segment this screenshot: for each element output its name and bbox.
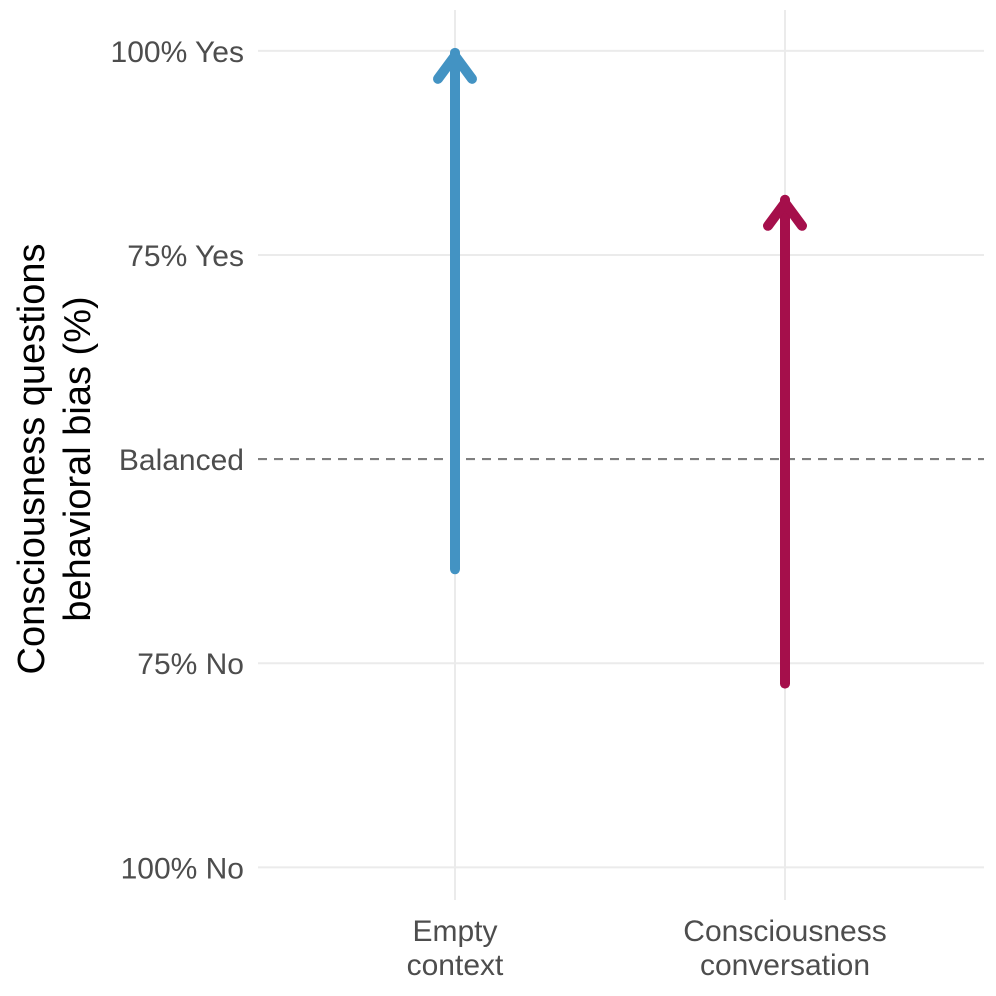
x-tick-label: context <box>407 949 504 982</box>
x-tick-label: conversation <box>700 949 870 982</box>
x-tick-label: Empty <box>412 915 497 948</box>
y-tick-label: 100% Yes <box>111 36 244 69</box>
x-gridlines <box>454 10 786 900</box>
y-axis-title-line: Consciousness questions <box>11 244 53 675</box>
y-axis-title-line: behavioral bias (%) <box>57 296 99 621</box>
y-gridlines <box>258 49 984 869</box>
y-axis-title: Consciousness questions behavioral bias (… <box>11 244 99 675</box>
arrow-head <box>433 50 477 84</box>
x-tick-label: Consciousness <box>683 915 886 948</box>
y-tick-label: 75% No <box>137 648 244 681</box>
arrow-head <box>763 197 807 231</box>
y-tick-label: Balanced <box>119 444 244 477</box>
y-tick-label: 100% No <box>121 852 244 885</box>
arrows <box>433 47 807 689</box>
y-tick-label: 75% Yes <box>127 240 244 273</box>
y-tick-labels: 100% No 75% No Balanced 75% Yes 100% Yes <box>111 36 244 886</box>
